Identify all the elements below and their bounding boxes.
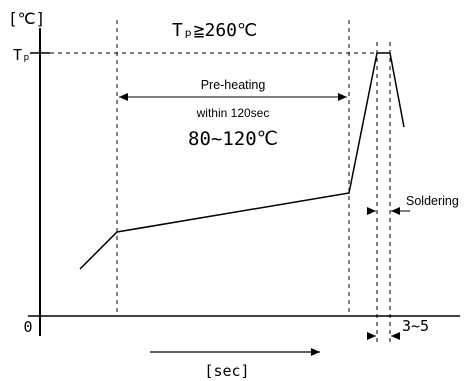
preheat-time-limit: within 120sec [196,106,270,120]
soldering-time-label: 3~5 [402,317,429,335]
peak-temperature-condition: Tₚ≧260℃ [172,20,257,41]
y-axis-unit-label: [℃] [8,9,45,28]
temperature-profile-curve [79,52,405,270]
preheat-title: Pre-heating [201,78,266,92]
origin-label: 0 [23,318,32,336]
x-axis-unit-label: [sec] [204,362,249,380]
soldering-label: Soldering [406,194,459,208]
preheat-temperature-range: 80~120℃ [188,128,278,150]
peak-temperature-symbol: Tₚ [13,46,31,64]
